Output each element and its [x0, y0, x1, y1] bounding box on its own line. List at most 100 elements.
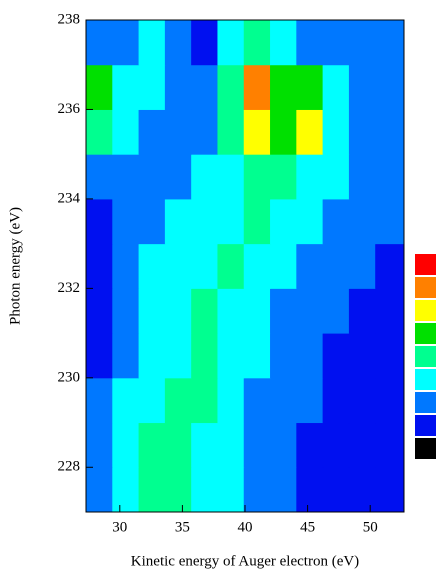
contour-cell [322, 422, 350, 468]
contour-cell [217, 467, 245, 513]
contour-cell [296, 467, 324, 513]
colorbar-box [415, 323, 436, 344]
colorbar-box [415, 415, 436, 436]
colorbar-box [415, 392, 436, 413]
y-tick-label: 238 [58, 11, 81, 27]
contour-cell [322, 64, 350, 110]
contour-cell [191, 154, 218, 200]
contour-cell [191, 422, 218, 468]
contour-cell [86, 198, 113, 245]
contour-cell [191, 333, 218, 379]
contour-cell [138, 20, 166, 66]
colorbar-box [415, 254, 436, 275]
x-tick-label: 45 [300, 519, 315, 535]
contour-cell [375, 377, 405, 424]
contour-cell [217, 333, 245, 379]
contour-cell [138, 288, 166, 334]
contour-cell [217, 422, 245, 468]
y-tick-label: 232 [58, 280, 81, 296]
contour-cell [164, 109, 192, 155]
contour-cell [164, 20, 192, 66]
y-tick-label: 228 [58, 459, 81, 475]
contour-cell [322, 20, 350, 66]
y-tick-label: 230 [58, 369, 81, 385]
contour-cell [296, 154, 324, 200]
contour-cell [270, 198, 297, 245]
contour-cell [270, 243, 297, 289]
contour-cell [191, 288, 218, 334]
contour-cell [270, 154, 297, 200]
contour-cell [217, 377, 245, 424]
contour-cell [243, 377, 271, 424]
contour-cell [296, 288, 324, 334]
contour-cell [348, 154, 376, 200]
contour-cell [243, 467, 271, 513]
contour-cell [243, 288, 271, 334]
contour-cell [296, 109, 324, 155]
contour-cell [138, 333, 166, 379]
contour-cell [112, 64, 140, 110]
contour-cell [375, 109, 405, 155]
contour-cell [296, 243, 324, 289]
contour-cell [112, 422, 140, 468]
contour-cell [322, 333, 350, 379]
contour-cell [270, 467, 297, 513]
contour-cell [86, 377, 113, 424]
contour-cell [270, 109, 297, 155]
contour-cell [191, 377, 218, 424]
contour-cell [322, 243, 350, 289]
contour-cell [138, 243, 166, 289]
contour-cell [164, 422, 192, 468]
contour-cell [270, 422, 297, 468]
contour-cell [270, 288, 297, 334]
contour-cell [296, 422, 324, 468]
contour-cell [112, 333, 140, 379]
contour-cell [296, 377, 324, 424]
contour-cell [138, 377, 166, 424]
colorbar-box [415, 300, 436, 321]
contour-cell [322, 198, 350, 245]
contour-cell [164, 467, 192, 513]
contour-cell [164, 154, 192, 200]
contour-cell [322, 154, 350, 200]
contour-cell [112, 154, 140, 200]
contour-cell [243, 64, 271, 110]
contour-cell [112, 198, 140, 245]
contour-cell [217, 109, 245, 155]
contour-cell [348, 198, 376, 245]
contour-cell [191, 64, 218, 110]
contour-cell [112, 288, 140, 334]
contour-cell [348, 467, 376, 513]
contour-cell [138, 109, 166, 155]
contour-cell [191, 198, 218, 245]
contour-cell [375, 288, 405, 334]
contour-cell [348, 109, 376, 155]
contour-cell [217, 64, 245, 110]
contour-cell [322, 377, 350, 424]
contour-cell [164, 243, 192, 289]
contour-cell [348, 243, 376, 289]
contour-cell [348, 288, 376, 334]
contour-cell [86, 154, 113, 200]
colorbar-box [415, 277, 436, 298]
contour-cell [296, 20, 324, 66]
contour-cell [375, 154, 405, 200]
contour-cell [348, 333, 376, 379]
contour-cell [243, 109, 271, 155]
contour-cell [191, 20, 218, 66]
contour-field [86, 20, 405, 513]
contour-cell [86, 109, 113, 155]
contour-cell [270, 377, 297, 424]
contour-cell [243, 154, 271, 200]
contour-cell [296, 198, 324, 245]
contour-cell [270, 333, 297, 379]
contour-cell [243, 243, 271, 289]
x-tick-label: 50 [363, 519, 378, 535]
contour-cell [86, 243, 113, 289]
contour-cell [243, 20, 271, 66]
contour-cell [217, 20, 245, 66]
contour-cell [86, 333, 113, 379]
contour-cell [348, 20, 376, 66]
contour-cell [112, 243, 140, 289]
